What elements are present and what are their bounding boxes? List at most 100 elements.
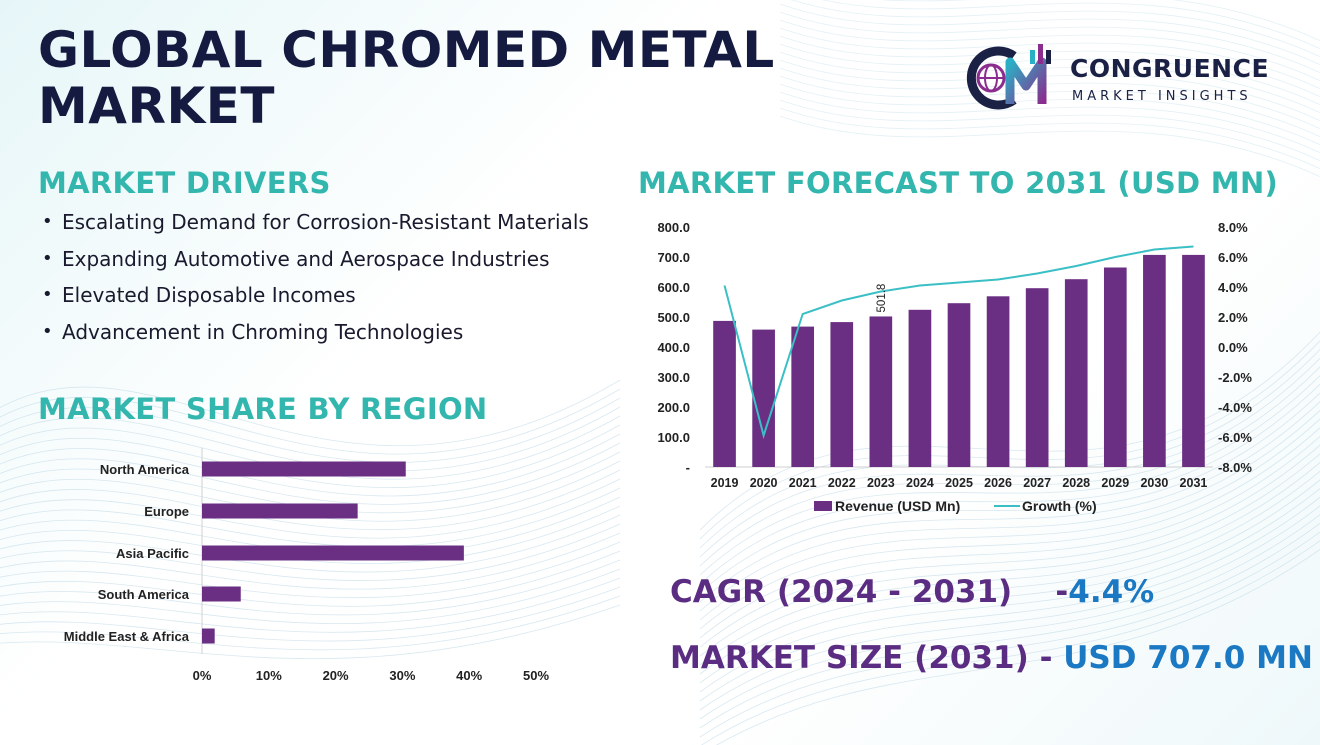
forecast-year-label: 2023: [867, 476, 895, 490]
region-tick-label: 0%: [193, 668, 212, 683]
background-wave: [779, 99, 1320, 162]
background-wave: [0, 406, 621, 472]
revenue-bar: [947, 303, 971, 467]
forecast-left-tick-label: 300.0: [657, 370, 690, 385]
forecast-left-tick-label: 800.0: [657, 220, 690, 235]
background-wave: [0, 559, 621, 616]
background-wave: [0, 433, 621, 497]
legend-revenue-label: Revenue (USD Mn): [835, 498, 960, 514]
region-tick-label: 40%: [456, 668, 482, 683]
background-wave: [699, 418, 1320, 621]
logo-tagline: MARKET INSIGHTS: [1072, 89, 1252, 104]
region-category-label: Middle East & Africa: [64, 629, 190, 644]
forecast-year-label: 2031: [1180, 476, 1208, 490]
background-wave: [699, 470, 1320, 675]
background-wave: [699, 496, 1320, 702]
forecast-year-label: 2027: [1023, 476, 1051, 490]
forecast-year-label: 2025: [945, 476, 973, 490]
revenue-bar: [869, 316, 893, 467]
cagr-label: CAGR (2024 - 2031): [670, 574, 1013, 610]
forecast-left-tick-label: 600.0: [657, 280, 690, 295]
forecast-left-tick-label: 500.0: [657, 310, 690, 325]
background-wave: [699, 487, 1320, 693]
revenue-bar: [1143, 254, 1166, 467]
forecast-right-tick-label: 4.0%: [1218, 280, 1248, 295]
background-wave: [0, 550, 621, 607]
background-wave: [699, 383, 1320, 585]
background-wave: [0, 523, 621, 581]
background-wave: [0, 604, 621, 660]
background-wave: [0, 577, 621, 633]
background-wave: [699, 435, 1320, 639]
market-size-label: MARKET SIZE (2031): [670, 640, 1029, 676]
revenue-bar: [830, 322, 854, 467]
background-wave: [0, 415, 621, 480]
revenue-bar: [986, 296, 1010, 467]
background-wave: [699, 409, 1320, 612]
background-wave: [880, 0, 1320, 42]
background-wave: [0, 397, 621, 463]
market-share-heading: MARKET SHARE BY REGION: [38, 392, 488, 426]
region-tick-label: 30%: [389, 668, 415, 683]
background-wave: [699, 400, 1320, 603]
forecast-year-label: 2028: [1062, 476, 1090, 490]
background-wave: [0, 514, 621, 573]
forecast-right-tick-label: -2.0%: [1218, 370, 1252, 385]
background-wave: [0, 442, 621, 505]
driver-item: Elevated Disposable Incomes: [40, 277, 626, 314]
forecast-year-label: 2030: [1140, 476, 1168, 490]
forecast-year-label: 2022: [828, 476, 856, 490]
background-wave: [699, 514, 1320, 720]
page-title: GLOBAL CHROMED METAL MARKET: [38, 22, 858, 134]
forecast-year-label: 2019: [711, 476, 739, 490]
region-category-label: South America: [98, 587, 190, 602]
background-wave: [0, 478, 621, 539]
forecast-left-tick-label: 200.0: [657, 400, 690, 415]
forecast-year-label: 2024: [906, 476, 934, 490]
background-wave: [699, 453, 1320, 657]
forecast-right-tick-label: 0.0%: [1218, 340, 1248, 355]
region-share-chart: North America Europe Asia Pacific South Ame…: [64, 448, 549, 683]
market-size-stat: MARKET SIZE (2031) - USD 707.0 MN: [670, 640, 1313, 676]
region-tick-label: 50%: [523, 668, 549, 683]
legend-revenue-swatch: [814, 501, 832, 511]
background-wave: [699, 444, 1320, 648]
driver-item: Expanding Automotive and Aerospace Indus…: [40, 241, 626, 278]
background-wave: [791, 0, 1320, 58]
background-wave: [0, 388, 621, 455]
region-tick-label: 20%: [323, 668, 349, 683]
background-wave: [0, 487, 621, 547]
driver-item: Advancement in Chroming Technologies: [40, 314, 626, 351]
revenue-bar: [1064, 279, 1088, 467]
forecast-right-tick-label: 6.0%: [1218, 250, 1248, 265]
market-drivers-list: Escalating Demand for Corrosion-Resistan…: [40, 204, 626, 350]
market-forecast-heading: MARKET FORECAST TO 2031 (USD MN): [638, 166, 1279, 200]
forecast-right-tick-label: -4.0%: [1218, 400, 1252, 415]
forecast-left-tick-label: 100.0: [657, 430, 690, 445]
background-wave: [699, 392, 1320, 594]
region-bar: [202, 461, 406, 477]
forecast-left-tick-label: 400.0: [657, 340, 690, 355]
background-wave: [0, 568, 621, 625]
background-wave: [699, 357, 1320, 558]
background-wave: [700, 540, 1320, 745]
background-wave: [779, 19, 1320, 82]
forecast-left-tick-label: 700.0: [657, 250, 690, 265]
logo-name: CONGRUENCE: [1070, 54, 1270, 83]
background-wave: [821, 0, 1320, 50]
cagr-stat: CAGR (2024 - 2031) -4.4%: [670, 574, 1154, 610]
revenue-data-label: 501.8: [876, 284, 888, 313]
legend-growth-label: Growth (%): [1022, 498, 1097, 514]
background-wave: [0, 595, 621, 651]
forecast-year-label: 2026: [984, 476, 1012, 490]
forecast-left-tick-label: -: [686, 460, 690, 475]
revenue-bar: [1025, 288, 1049, 467]
region-bar: [202, 586, 241, 602]
background-wave: [0, 532, 621, 590]
revenue-bar: [1103, 267, 1127, 467]
background-wave: [699, 366, 1320, 567]
background-wave: [699, 374, 1320, 576]
forecast-right-tick-label: -8.0%: [1218, 460, 1252, 475]
cagr-separator: -: [1023, 574, 1069, 610]
